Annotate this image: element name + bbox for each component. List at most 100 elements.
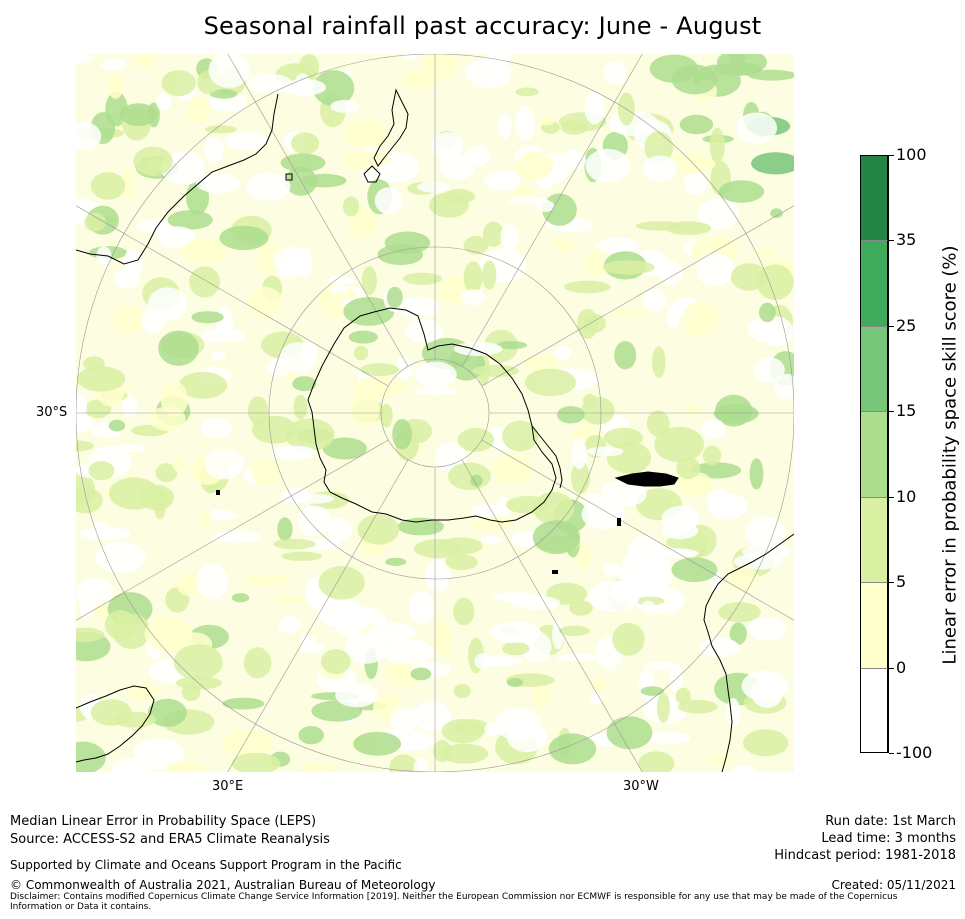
skill-patch (389, 707, 418, 733)
skill-patch (360, 363, 400, 377)
skill-patch (212, 530, 261, 544)
colorbar-tick-label: -100 (896, 743, 933, 762)
skill-patch (463, 261, 483, 294)
skill-patch (571, 437, 587, 470)
africa-outline (76, 685, 155, 763)
skill-patch (500, 223, 519, 250)
skill-patch (248, 286, 283, 318)
colorbar-tick-label: 0 (896, 657, 907, 677)
skill-patch (669, 663, 683, 694)
skill-patch (147, 698, 187, 727)
new-zealand-south (363, 165, 381, 183)
skill-patch (644, 131, 674, 164)
skill-patch (468, 517, 512, 530)
skill-patch (759, 302, 776, 323)
skill-patch (477, 503, 496, 516)
footer-copyright: © Commonwealth of Australia 2021, Austra… (10, 878, 436, 892)
footer-hindcast: Hindcast period: 1981-2018 (774, 848, 956, 863)
skill-patch (398, 296, 440, 319)
skill-patch (90, 172, 126, 200)
island-kerguelen (216, 490, 220, 495)
skill-patch (524, 368, 576, 397)
skill-patch (531, 685, 551, 707)
skill-patch (296, 505, 333, 537)
skill-patch (271, 595, 307, 605)
skill-patch (664, 153, 716, 174)
colorbar (860, 155, 889, 753)
colorbar-tick-label: 35 (896, 230, 917, 250)
skill-patch (643, 289, 667, 312)
skill-patch (292, 376, 317, 392)
skill-patch (733, 553, 783, 570)
skill-patch (707, 492, 748, 520)
skill-patch (109, 477, 160, 510)
skill-patch (569, 600, 593, 616)
skill-patch (506, 677, 524, 687)
skill-patch (423, 54, 458, 79)
skill-patch (510, 530, 540, 547)
skill-patch (165, 761, 207, 772)
skill-patch (178, 371, 228, 399)
island-tasmania (285, 173, 293, 181)
skill-patch (682, 301, 718, 337)
skill-patch (348, 330, 378, 344)
skill-patch (641, 600, 656, 612)
skill-patch (557, 406, 585, 424)
skill-patch (416, 181, 450, 193)
skill-patch (76, 627, 105, 642)
skill-patch (117, 444, 146, 453)
skill-patch (298, 54, 320, 80)
skill-patch (753, 357, 785, 384)
skill-patch (708, 752, 734, 766)
meridian-line (76, 205, 389, 387)
skill-patch (498, 113, 512, 139)
skill-patch (279, 342, 317, 373)
skill-patch (79, 593, 95, 619)
skill-patch (272, 246, 312, 277)
colorbar-bin (860, 240, 888, 326)
skill-patch (439, 154, 476, 180)
skill-patch (671, 557, 718, 583)
skill-patch (433, 621, 453, 655)
skill-patch (273, 538, 316, 550)
skill-patch (199, 512, 212, 529)
map-svg (76, 54, 794, 772)
skill-patch (654, 426, 704, 463)
skill-patch (377, 244, 424, 265)
skill-patch (727, 567, 760, 591)
skill-patch (385, 557, 407, 566)
skill-patch (465, 58, 512, 88)
skill-patch (424, 559, 451, 592)
skill-patch (222, 697, 265, 710)
colorbar-tick (889, 496, 894, 498)
skill-patch (402, 70, 439, 90)
skill-patch (270, 445, 317, 461)
skill-patch (291, 132, 320, 155)
skill-patch (679, 114, 714, 135)
skill-patch (76, 440, 94, 452)
skill-patch (172, 457, 188, 472)
skill-patch (729, 622, 747, 645)
skill-patch (76, 121, 102, 151)
skill-patch (642, 155, 678, 182)
meridian-line (481, 205, 794, 387)
skill-patch (210, 350, 227, 360)
skill-patch (589, 693, 603, 705)
meridian-line (227, 459, 409, 772)
skill-patch (386, 286, 403, 308)
skill-patch (191, 311, 224, 324)
skill-patch (701, 419, 726, 439)
skill-patch (507, 196, 549, 205)
lon-label-30w: 30°W (623, 779, 659, 794)
skill-patch (144, 616, 193, 652)
skill-patch (588, 580, 640, 613)
skill-patch (151, 491, 169, 502)
skill-patch (592, 676, 607, 693)
skill-patch (554, 345, 572, 361)
skill-patch (460, 289, 486, 306)
skill-patch (161, 70, 196, 97)
skill-patch (652, 548, 699, 559)
skill-patch (167, 210, 213, 230)
skill-patch (113, 711, 157, 728)
skill-patch (402, 54, 419, 60)
